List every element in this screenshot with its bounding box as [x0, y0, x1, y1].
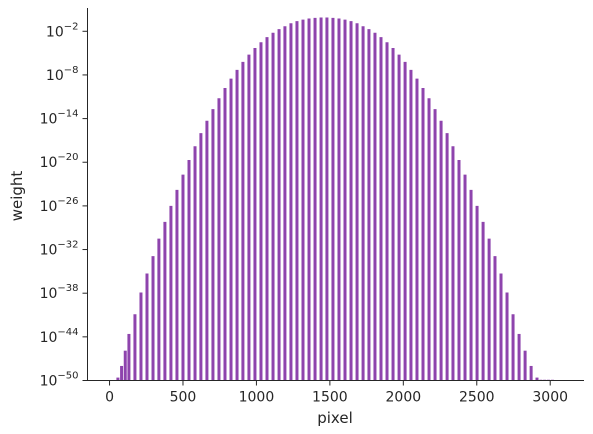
y-tick-label: 10−20 [40, 152, 79, 171]
y-axis-label: weight [8, 171, 26, 222]
y-axis-ticks: 10−50 10−44 10−38 10−32 10−26 10−20 10−14 10−8 1… [40, 21, 88, 390]
x-tick-label: 2500 [459, 390, 495, 406]
y-tick-label: 10−44 [40, 327, 79, 346]
x-tick-label: 0 [105, 390, 114, 406]
y-tick-label: 10−14 [40, 109, 79, 128]
y-tick-label: 10−50 [40, 371, 79, 390]
x-axis-label: pixel [317, 409, 353, 427]
y-tick-label: 10−2 [46, 21, 79, 40]
x-tick-label: 3000 [532, 390, 568, 406]
x-tick-label: 500 [170, 390, 197, 406]
y-tick-label: 10−38 [40, 283, 79, 302]
x-axis-ticks: 0 500 1000 1500 2000 2500 3000 [105, 380, 568, 406]
x-tick-label: 1500 [312, 390, 348, 406]
y-tick-label: 10−26 [40, 196, 79, 215]
x-tick-label: 2000 [386, 390, 422, 406]
bars-group [116, 17, 554, 381]
y-tick-label: 10−32 [40, 240, 79, 259]
y-tick-label: 10−8 [46, 65, 79, 84]
x-tick-label: 1000 [239, 390, 275, 406]
